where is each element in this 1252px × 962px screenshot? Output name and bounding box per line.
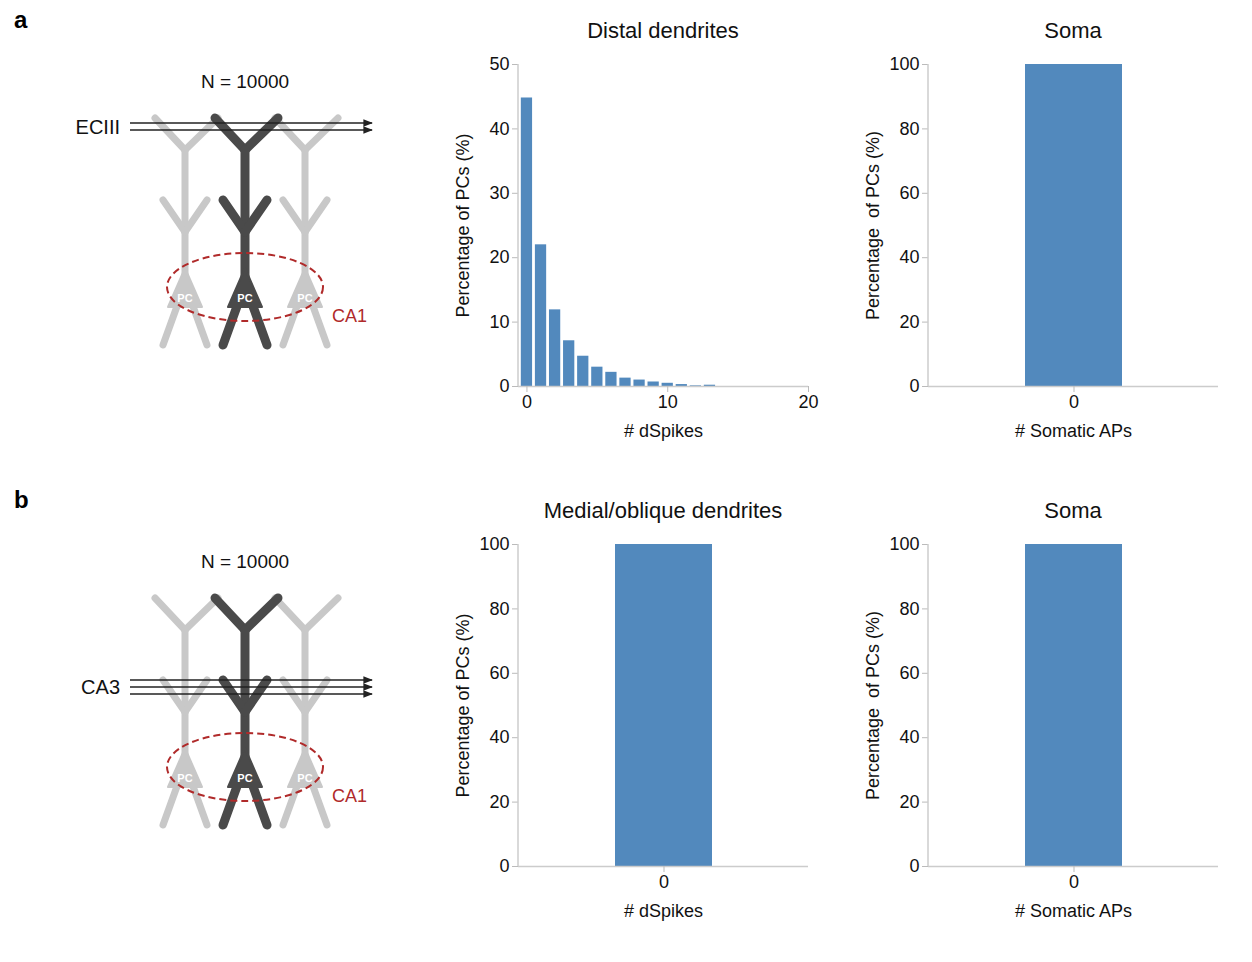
html-text:Medial/oblique dendrites: Medial/oblique dendrites	[543, 498, 783, 523]
svg-text:PC: PC	[297, 772, 312, 784]
svg-text:0: 0	[909, 856, 919, 876]
svg-text:0: 0	[522, 392, 532, 412]
svg-text:N = 10000: N = 10000	[201, 71, 289, 92]
svg-text:# dSpikes: # dSpikes	[624, 901, 703, 921]
svg-text:Percentage of PCs (%): Percentage of PCs (%)	[453, 133, 473, 317]
svg-text:100: 100	[479, 534, 509, 554]
svg-text:CA1: CA1	[332, 306, 367, 326]
svg-text:60: 60	[899, 183, 919, 203]
svg-text:PC: PC	[177, 772, 192, 784]
svg-text:80: 80	[899, 119, 919, 139]
svg-text:60: 60	[899, 663, 919, 683]
svg-text:# Somatic APs: # Somatic APs	[1015, 901, 1132, 921]
html-text:a: a	[14, 6, 28, 33]
svg-text:20: 20	[899, 312, 919, 332]
svg-text:PC: PC	[297, 292, 312, 304]
svg-text:20: 20	[489, 792, 509, 812]
svg-text:40: 40	[489, 119, 509, 139]
svg-text:0: 0	[909, 376, 919, 396]
svg-text:PC: PC	[237, 292, 252, 304]
svg-text:0: 0	[1069, 872, 1079, 892]
html-text:Soma: Soma	[1044, 498, 1102, 523]
svg-text:Percentage of PCs (%): Percentage of PCs (%)	[453, 613, 473, 797]
svg-text:20: 20	[899, 792, 919, 812]
svg-text:PC: PC	[237, 772, 252, 784]
svg-text:40: 40	[899, 247, 919, 267]
svg-text:# dSpikes: # dSpikes	[624, 421, 703, 441]
svg-text:50: 50	[489, 54, 509, 74]
svg-text:Percentage of PCs (%): Percentage of PCs (%)	[863, 611, 883, 800]
svg-text:0: 0	[659, 872, 669, 892]
html-text:Soma: Soma	[1044, 18, 1102, 43]
svg-text:PC: PC	[177, 292, 192, 304]
svg-text:Percentage of PCs (%): Percentage of PCs (%)	[863, 131, 883, 320]
html-text:Distal dendrites: Distal dendrites	[587, 18, 739, 43]
svg-text:0: 0	[1069, 392, 1079, 412]
svg-text:CA3: CA3	[81, 676, 120, 698]
svg-text:ECIII: ECIII	[76, 116, 120, 138]
svg-text:80: 80	[899, 599, 919, 619]
svg-text:CA1: CA1	[332, 786, 367, 806]
svg-text:20: 20	[489, 247, 509, 267]
svg-text:0: 0	[499, 376, 509, 396]
html-text:b: b	[14, 486, 29, 513]
svg-text:100: 100	[889, 54, 919, 74]
svg-text:100: 100	[889, 534, 919, 554]
svg-text:80: 80	[489, 599, 509, 619]
svg-text:40: 40	[899, 727, 919, 747]
svg-text:10: 10	[658, 392, 678, 412]
svg-text:40: 40	[489, 727, 509, 747]
svg-text:10: 10	[489, 312, 509, 332]
svg-text:60: 60	[489, 663, 509, 683]
svg-text:N = 10000: N = 10000	[201, 551, 289, 572]
svg-text:20: 20	[798, 392, 818, 412]
svg-text:# Somatic APs: # Somatic APs	[1015, 421, 1132, 441]
svg-text:30: 30	[489, 183, 509, 203]
svg-text:0: 0	[499, 856, 509, 876]
